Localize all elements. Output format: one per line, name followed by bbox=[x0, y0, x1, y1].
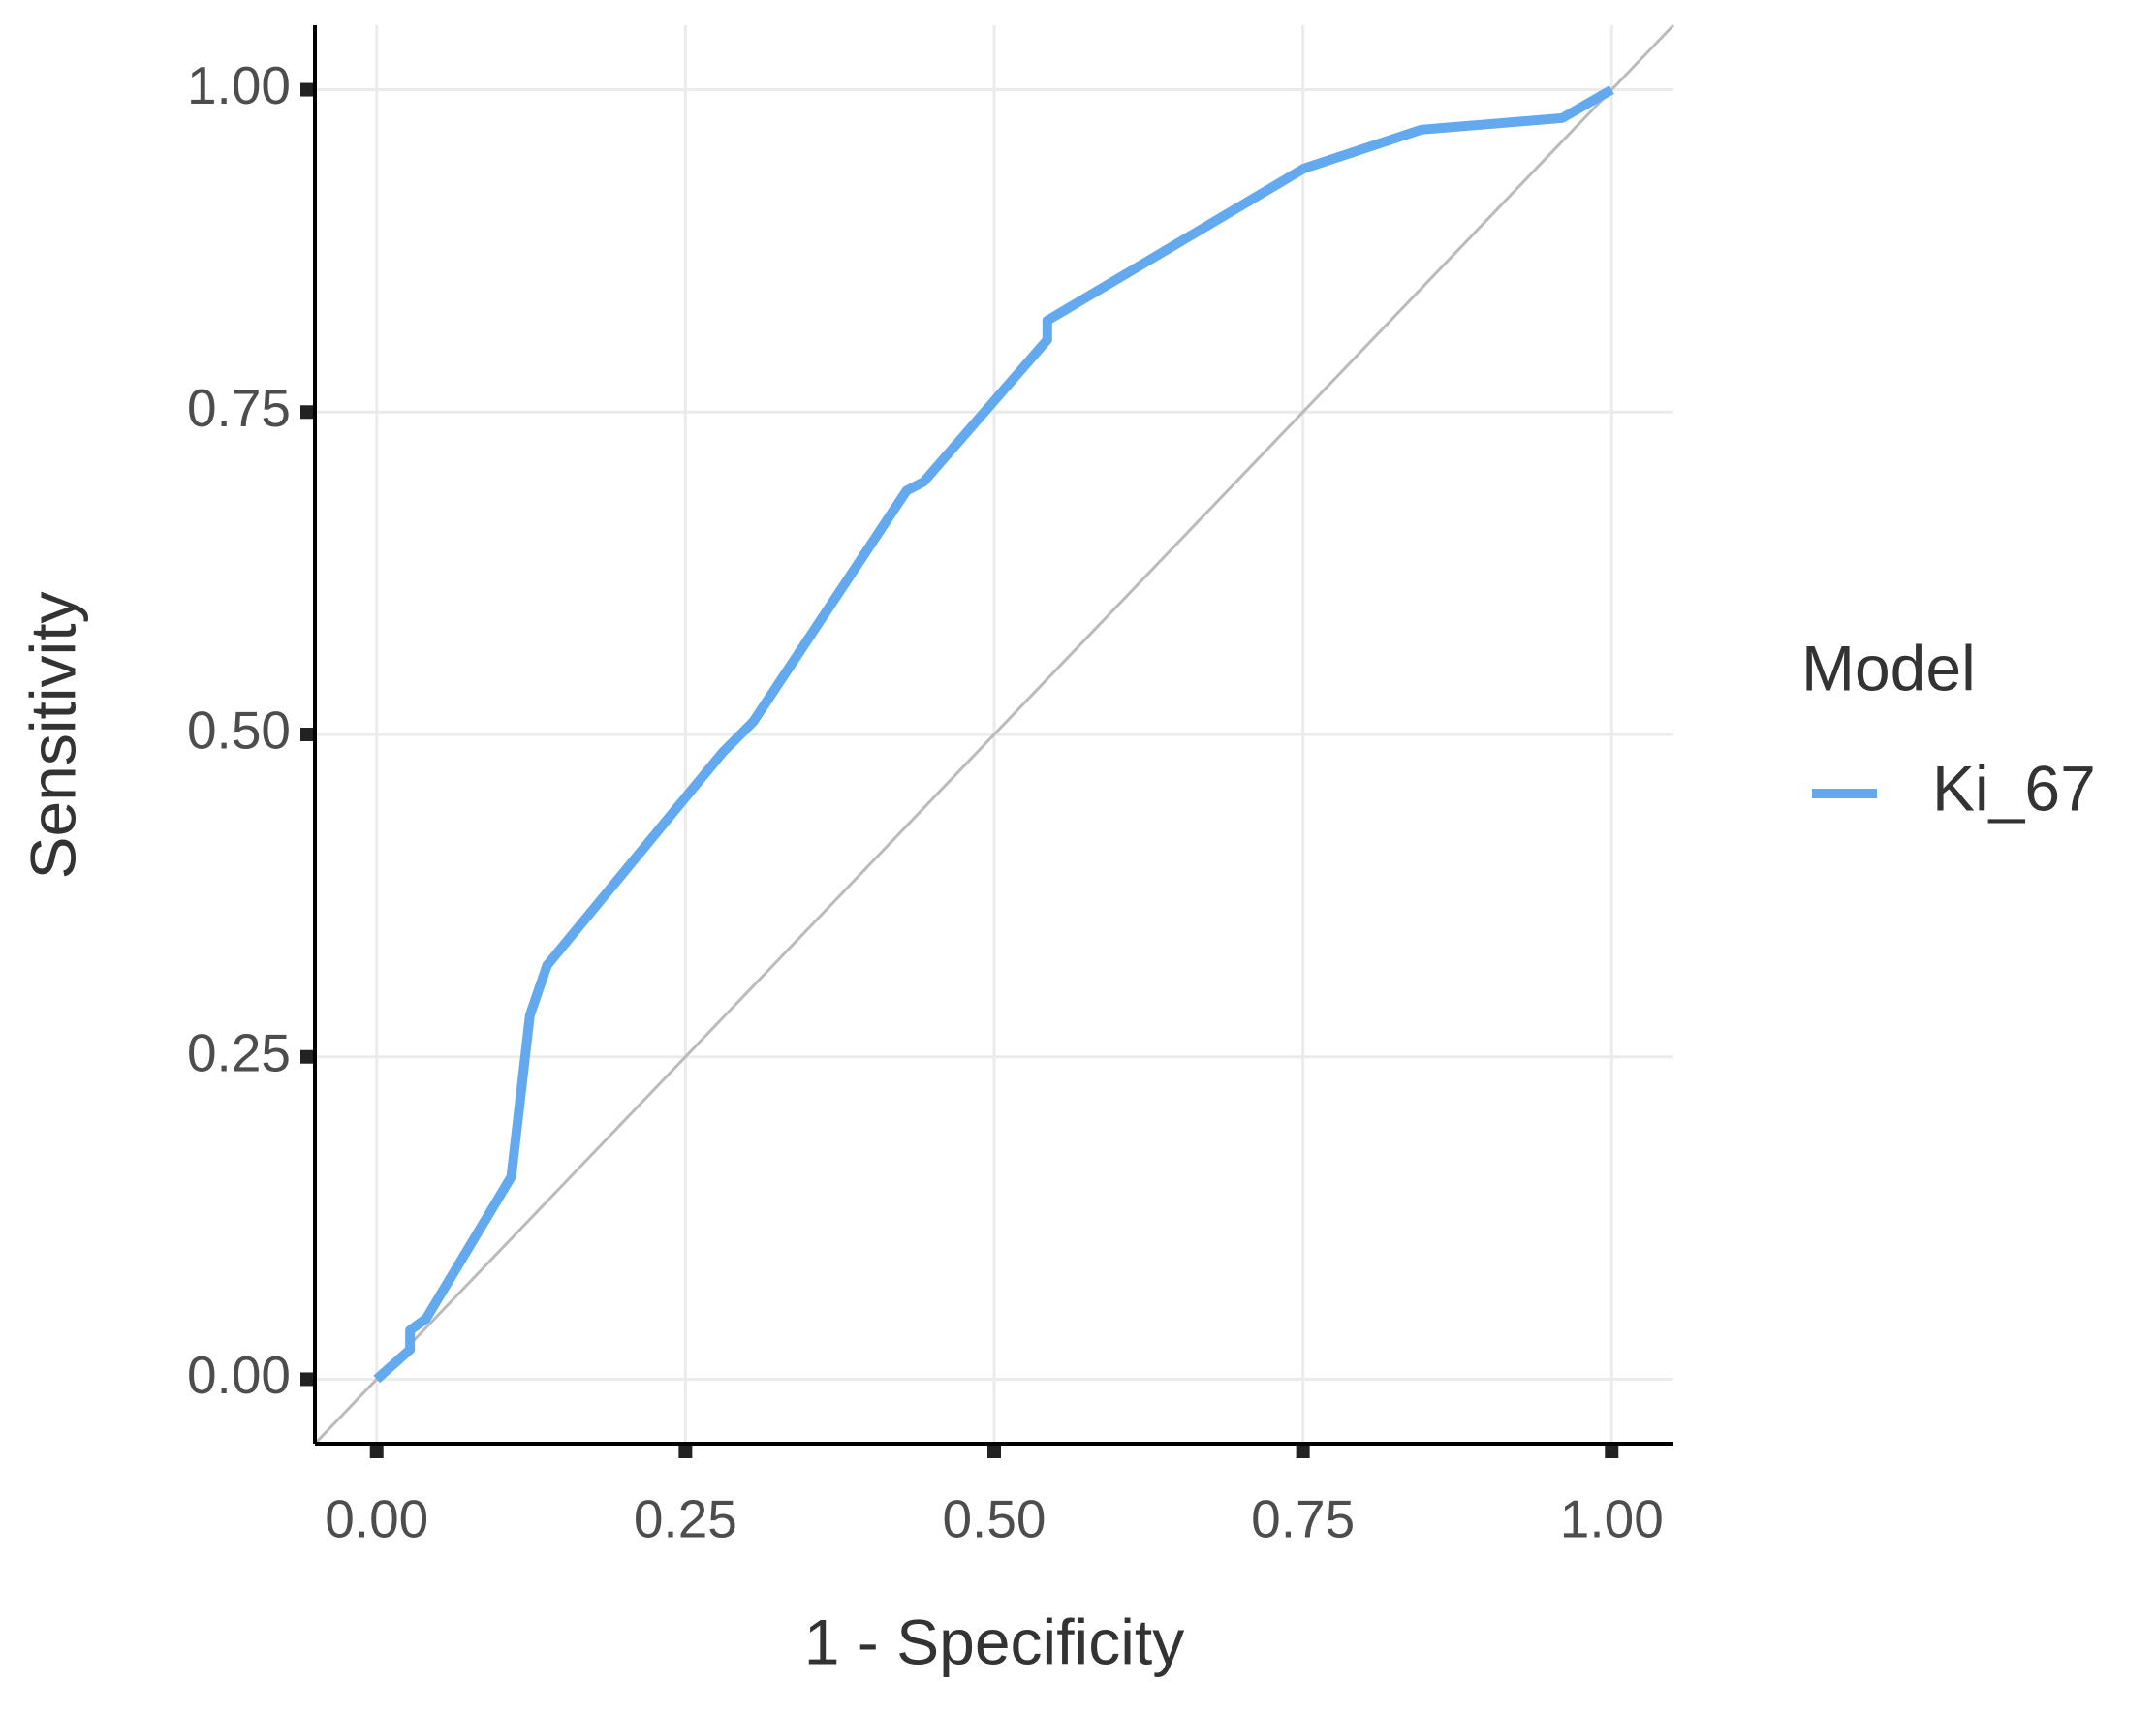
x-tick-label: 0.75 bbox=[1251, 1489, 1355, 1549]
y-tick-label: 0.00 bbox=[187, 1345, 291, 1405]
y-tick-label: 1.00 bbox=[187, 55, 291, 115]
x-tick-label: 0.50 bbox=[942, 1489, 1046, 1549]
x-axis-title: 1 - Specificity bbox=[804, 1606, 1184, 1677]
x-tick-label: 1.00 bbox=[1560, 1489, 1664, 1549]
x-tick-label: 0.00 bbox=[325, 1489, 428, 1549]
legend-label: Ki_67 bbox=[1932, 752, 2096, 824]
y-axis-title: Sensitivity bbox=[16, 591, 88, 879]
roc-line bbox=[373, 85, 1614, 1384]
reference-line bbox=[313, 23, 1675, 1446]
legend-title: Model bbox=[1801, 632, 1976, 703]
y-tick-label: 0.25 bbox=[187, 1022, 291, 1082]
y-tick-label: 0.50 bbox=[187, 701, 291, 761]
y-tick-label: 0.75 bbox=[187, 378, 291, 438]
x-tick-label: 0.25 bbox=[634, 1489, 737, 1549]
